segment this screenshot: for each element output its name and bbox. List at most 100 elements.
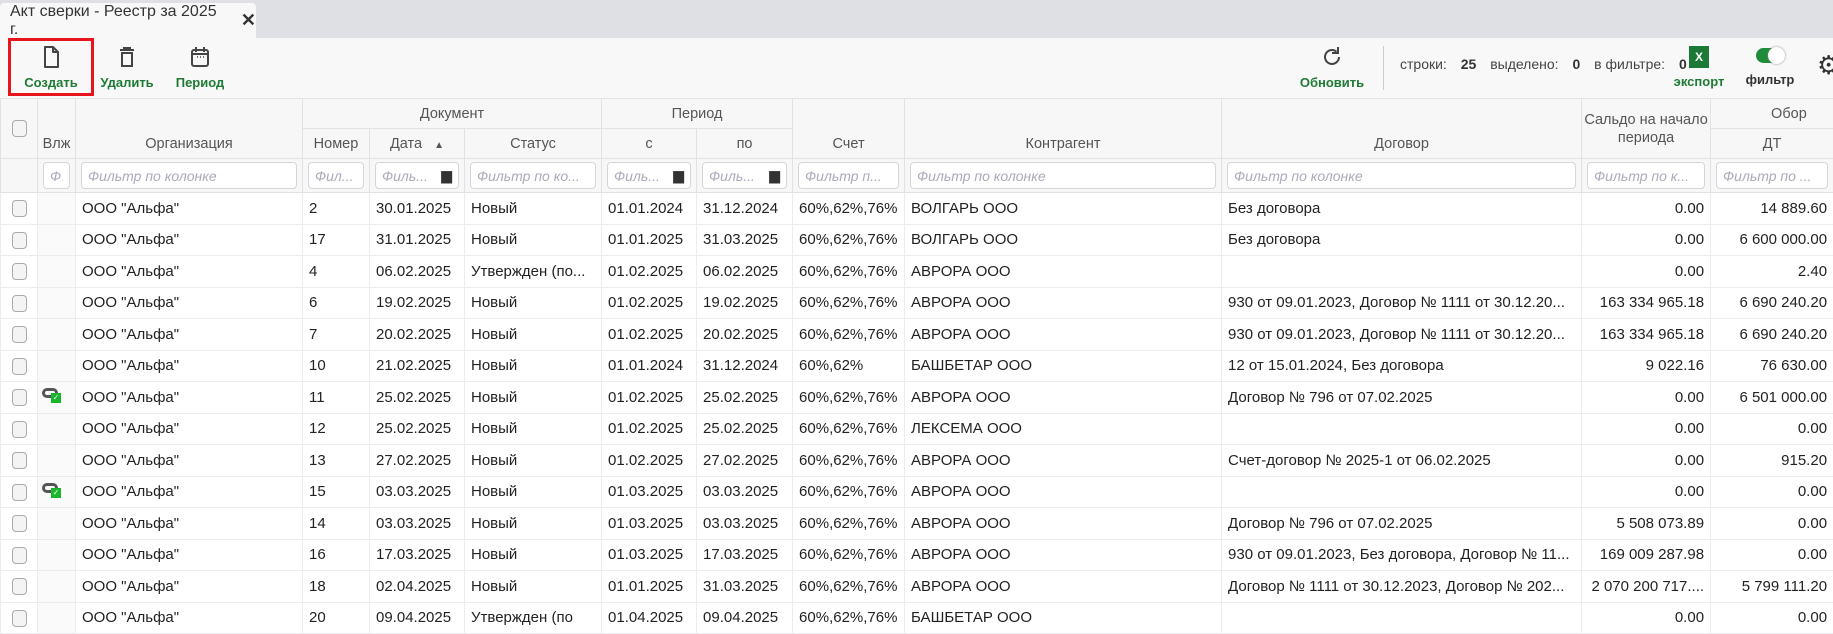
header-account[interactable]: Счет — [793, 99, 905, 159]
row-select-cell — [1, 413, 38, 445]
header-attach[interactable]: Влж — [38, 99, 76, 159]
cell-dt: 0.00 — [1711, 413, 1833, 445]
row-checkbox[interactable] — [12, 295, 27, 312]
header-balance[interactable]: Сальдо на начало периода — [1582, 99, 1711, 159]
calendar-icon[interactable]: ▆ — [769, 167, 780, 184]
cell-date: 06.02.2025 — [370, 256, 465, 288]
filter-input-contract[interactable]: Фильтр по колонке — [1227, 162, 1576, 189]
header-contract[interactable]: Договор — [1222, 99, 1582, 159]
gear-icon[interactable]: ⚙ — [1817, 50, 1833, 81]
row-checkbox[interactable] — [12, 515, 27, 532]
header-from[interactable]: с — [602, 129, 697, 159]
filter-input-account[interactable]: Фильтр п... — [798, 162, 899, 189]
filter-cell-number: Фил... — [303, 159, 370, 193]
filter-input-status[interactable]: Фильтр по ко... — [470, 162, 596, 189]
cell-balance: 0.00 — [1582, 256, 1711, 288]
filter-input-from[interactable]: Филь...▆ — [607, 162, 691, 189]
header-counterparty[interactable]: Контрагент — [905, 99, 1222, 159]
cell-org: ООО "Альфа" — [76, 445, 303, 477]
refresh-icon — [1320, 45, 1344, 69]
row-select-cell — [1, 287, 38, 319]
filter-placeholder: Ф. — [50, 168, 63, 184]
header-group-document: Документ — [303, 99, 602, 129]
close-tab-icon[interactable]: ✕ — [241, 10, 256, 31]
row-checkbox[interactable] — [12, 452, 27, 469]
calendar-icon[interactable]: ▆ — [673, 167, 684, 184]
cell-date: 03.03.2025 — [370, 476, 465, 508]
export-label: экспорт — [1674, 74, 1725, 89]
row-checkbox[interactable] — [12, 389, 27, 406]
row-checkbox[interactable] — [12, 547, 27, 564]
cell-from: 01.03.2025 — [602, 508, 697, 540]
create-button[interactable]: Создать — [8, 38, 94, 96]
select-all-checkbox[interactable] — [12, 120, 27, 137]
delete-button[interactable]: Удалить — [98, 38, 156, 96]
cell-counterparty: АВРОРА ООО — [905, 287, 1222, 319]
filter-toggle[interactable]: фильтр — [1740, 38, 1800, 96]
tab-reconciliation-registry[interactable]: Акт сверки - Реестр за 2025 г. ✕ — [0, 3, 256, 38]
cell-to: 31.12.2024 — [697, 193, 793, 225]
toggle-switch[interactable] — [1756, 48, 1784, 63]
header-to[interactable]: по — [697, 129, 793, 159]
filter-input-org[interactable]: Фильтр по колонке — [81, 162, 297, 189]
header-org[interactable]: Организация — [76, 99, 303, 159]
header-dt[interactable]: ДТ — [1711, 129, 1833, 159]
cell-org: ООО "Альфа" — [76, 193, 303, 225]
row-checkbox[interactable] — [12, 421, 27, 438]
filter-cell-org: Фильтр по колонке — [76, 159, 303, 193]
cell-date: 02.04.2025 — [370, 571, 465, 603]
cell-date: 25.02.2025 — [370, 413, 465, 445]
header-date[interactable]: Дата ▲ — [370, 129, 465, 159]
row-checkbox[interactable] — [12, 578, 27, 595]
period-button[interactable]: Период — [168, 38, 232, 96]
filter-input-dt[interactable]: Фильтр по ... — [1716, 162, 1828, 189]
cell-attach — [38, 350, 76, 382]
cell-balance: 9 022.16 — [1582, 350, 1711, 382]
row-checkbox[interactable] — [12, 200, 27, 217]
cell-dt: 6 600 000.00 — [1711, 224, 1833, 256]
header-number[interactable]: Номер — [303, 129, 370, 159]
row-checkbox[interactable] — [12, 610, 27, 627]
filter-input-balance[interactable]: Фильтр по к... — [1587, 162, 1705, 189]
row-checkbox[interactable] — [12, 358, 27, 375]
header-status[interactable]: Статус — [465, 129, 602, 159]
grid-stats: строки: 25 выделено: 0 в фильтре: 0 — [1400, 56, 1697, 72]
calendar-icon[interactable]: ▆ — [441, 167, 452, 184]
filter-cell-from: Филь...▆ — [602, 159, 697, 193]
header-date-label: Дата — [390, 136, 422, 152]
filter-input-date[interactable]: Филь...▆ — [375, 162, 459, 189]
row-checkbox[interactable] — [12, 484, 27, 501]
cell-account: 60%,62% — [793, 350, 905, 382]
row-checkbox[interactable] — [12, 263, 27, 280]
cell-contract — [1222, 256, 1582, 288]
attachment-icon[interactable]: ✓ — [42, 387, 62, 403]
row-select-cell — [1, 539, 38, 571]
refresh-button[interactable]: Обновить — [1296, 38, 1368, 96]
filter-input-counterparty[interactable]: Фильтр по колонке — [910, 162, 1216, 189]
row-checkbox[interactable] — [12, 232, 27, 249]
filter-input-number[interactable]: Фил... — [308, 162, 364, 189]
cell-org: ООО "Альфа" — [76, 539, 303, 571]
filter-input-attach[interactable]: Ф. — [43, 162, 70, 189]
filter-input-to[interactable]: Филь...▆ — [702, 162, 787, 189]
cell-org: ООО "Альфа" — [76, 319, 303, 351]
row-checkbox[interactable] — [12, 326, 27, 343]
cell-contract: Договор № 796 от 07.02.2025 — [1222, 382, 1582, 414]
attachment-icon[interactable]: ✓ — [42, 482, 62, 498]
export-button[interactable]: X экспорт — [1670, 38, 1728, 96]
cell-status: Новый — [465, 508, 602, 540]
